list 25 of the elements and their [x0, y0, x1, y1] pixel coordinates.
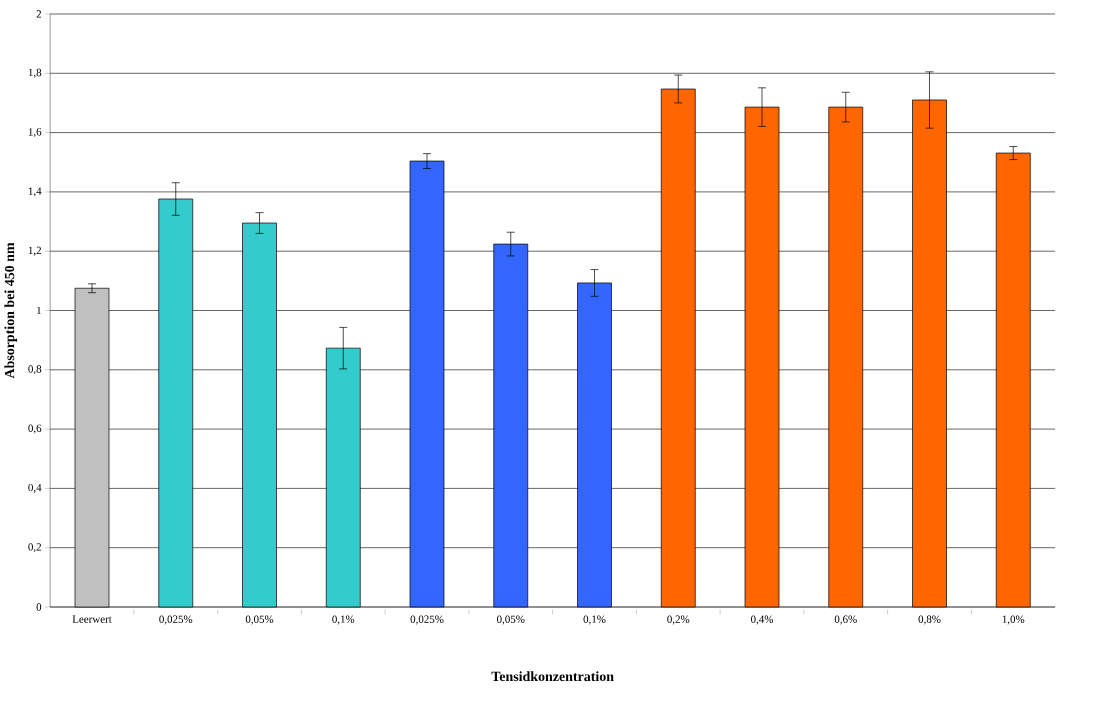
y-tick-label: 2: [36, 10, 41, 18]
x-tick-label: 0,05%: [245, 615, 274, 625]
y-tick-label: 0,4: [28, 483, 42, 493]
y-tick-label: 1,2: [28, 246, 41, 256]
x-tick-label: Leerwert: [72, 615, 112, 623]
y-axis-title: Absorption bei 450 nm: [4, 242, 18, 379]
y-tick-label: 0,6: [28, 424, 42, 434]
y-tick-label: 0,2: [28, 543, 41, 553]
x-tick-label: 0,1%: [583, 615, 606, 625]
x-tick-label: 0,025%: [159, 615, 193, 625]
y-tick-label: 1: [37, 306, 41, 315]
x-axis-title: Tensidkonzentration: [491, 671, 614, 682]
x-tick-label: 0,1%: [332, 615, 355, 625]
y-tick-label: 0: [36, 603, 42, 611]
x-tick-label: 0,2%: [667, 615, 690, 625]
y-tick-label: 1,6: [28, 128, 42, 138]
x-tick-label: 0,4%: [751, 615, 774, 625]
x-tick-label: 0,025%: [410, 615, 444, 625]
x-tick-label: 0,8%: [918, 615, 941, 625]
y-tick-label: 1,8: [28, 68, 42, 78]
y-tick-label: 0,8: [28, 365, 42, 375]
y-tick-label: 1,4: [28, 187, 42, 197]
x-tick-label: 1,0%: [1002, 615, 1025, 625]
x-tick-label: 0,6%: [834, 615, 857, 625]
x-tick-label: 0,05%: [497, 615, 525, 625]
